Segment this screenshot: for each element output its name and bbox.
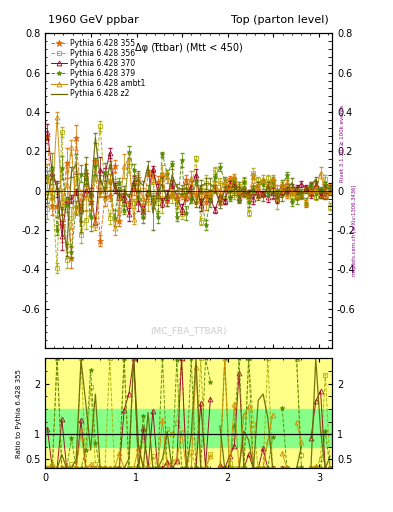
Pythia 6.428 356: [328, 204, 332, 210]
Line: Pythia 6.428 379: Pythia 6.428 379: [45, 150, 332, 254]
Text: Rivet 3.1.10, ≥ 100k events: Rivet 3.1.10, ≥ 100k events: [340, 105, 345, 182]
Pythia 6.428 ambt1: [328, 187, 332, 194]
Pythia 6.428 379: [127, 148, 131, 155]
Pythia 6.428 z2: [93, 135, 98, 141]
Line: Pythia 6.428 355: Pythia 6.428 355: [44, 134, 333, 261]
Pythia 6.428 356: [127, 162, 131, 168]
Pythia 6.428 379: [232, 177, 237, 183]
Line: Pythia 6.428 z2: Pythia 6.428 z2: [48, 138, 330, 250]
Pythia 6.428 379: [69, 249, 74, 255]
Pythia 6.428 355: [328, 182, 332, 188]
Text: Δφ (t̅tbar) (Mtt < 450): Δφ (t̅tbar) (Mtt < 450): [135, 42, 242, 53]
Pythia 6.428 370: [59, 232, 64, 239]
Text: (MC_FBA_TTBAR): (MC_FBA_TTBAR): [151, 327, 227, 335]
Pythia 6.428 ambt1: [98, 186, 103, 192]
Pythia 6.428 356: [146, 191, 151, 197]
Pythia 6.428 z2: [146, 162, 151, 168]
Pythia 6.428 379: [146, 189, 151, 195]
Pythia 6.428 356: [151, 179, 155, 185]
Pythia 6.428 355: [45, 134, 50, 140]
Pythia 6.428 370: [141, 209, 146, 216]
Pythia 6.428 z2: [232, 187, 237, 194]
Pythia 6.428 356: [45, 206, 50, 212]
Pythia 6.428 370: [227, 181, 232, 187]
Pythia 6.428 z2: [45, 195, 50, 201]
Pythia 6.428 356: [55, 265, 59, 271]
Pythia 6.428 370: [146, 189, 151, 196]
Pythia 6.428 355: [141, 207, 146, 213]
Pythia 6.428 379: [151, 196, 155, 202]
Pythia 6.428 z2: [151, 210, 155, 216]
Pythia 6.428 355: [98, 238, 103, 244]
Pythia 6.428 356: [232, 192, 237, 198]
Pythia 6.428 379: [328, 187, 332, 193]
Pythia 6.428 z2: [103, 189, 107, 195]
Pythia 6.428 z2: [64, 247, 69, 253]
Pythia 6.428 ambt1: [55, 114, 59, 120]
Text: 1960 GeV ppbar: 1960 GeV ppbar: [48, 15, 139, 26]
Pythia 6.428 z2: [136, 177, 141, 183]
Y-axis label: Ratio to Pythia 6.428 355: Ratio to Pythia 6.428 355: [16, 369, 22, 458]
Pythia 6.428 ambt1: [151, 198, 155, 204]
Line: Pythia 6.428 356: Pythia 6.428 356: [45, 123, 332, 271]
Pythia 6.428 ambt1: [112, 225, 117, 231]
Pythia 6.428 356: [103, 188, 107, 195]
Legend: Pythia 6.428 355, Pythia 6.428 356, Pythia 6.428 370, Pythia 6.428 379, Pythia 6: Pythia 6.428 355, Pythia 6.428 356, Pyth…: [49, 37, 147, 100]
Text: Top (parton level): Top (parton level): [231, 15, 329, 26]
Pythia 6.428 370: [98, 167, 103, 173]
Text: mcplots.cern.ch [arXiv:1306.3436]: mcplots.cern.ch [arXiv:1306.3436]: [352, 185, 357, 276]
Pythia 6.428 ambt1: [136, 178, 141, 184]
Line: Pythia 6.428 ambt1: Pythia 6.428 ambt1: [45, 115, 332, 230]
Pythia 6.428 355: [69, 254, 74, 261]
Pythia 6.428 370: [131, 178, 136, 184]
Pythia 6.428 379: [136, 188, 141, 195]
Pythia 6.428 ambt1: [232, 174, 237, 180]
Pythia 6.428 355: [131, 186, 136, 192]
Pythia 6.428 356: [136, 196, 141, 202]
Pythia 6.428 370: [122, 195, 127, 201]
Pythia 6.428 z2: [328, 185, 332, 191]
Pythia 6.428 z2: [127, 195, 131, 201]
Pythia 6.428 370: [45, 129, 50, 135]
Pythia 6.428 355: [227, 176, 232, 182]
Pythia 6.428 355: [146, 170, 151, 176]
Pythia 6.428 ambt1: [146, 199, 151, 205]
Pythia 6.428 ambt1: [127, 156, 131, 162]
Pythia 6.428 356: [98, 123, 103, 129]
Pythia 6.428 370: [328, 189, 332, 195]
Pythia 6.428 379: [122, 207, 127, 213]
Pythia 6.428 379: [98, 189, 103, 195]
Pythia 6.428 355: [122, 192, 127, 198]
Pythia 6.428 379: [45, 174, 50, 180]
Pythia 6.428 ambt1: [45, 175, 50, 181]
Line: Pythia 6.428 370: Pythia 6.428 370: [45, 130, 332, 238]
